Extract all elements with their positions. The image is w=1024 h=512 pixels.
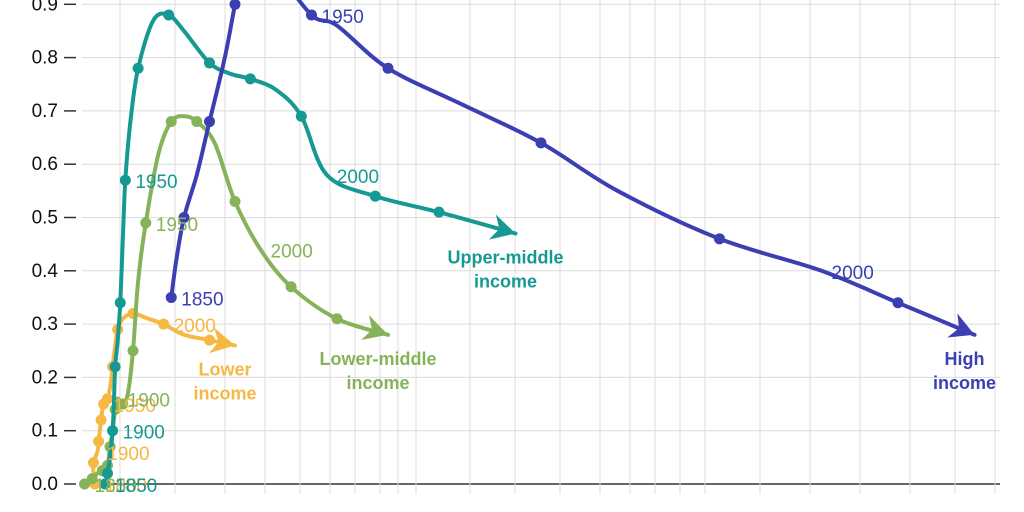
- arrowhead: [208, 327, 235, 354]
- data-point: [306, 9, 317, 21]
- year-label: 1900: [107, 444, 149, 465]
- year-label: 1950: [156, 215, 198, 236]
- data-point: [285, 281, 297, 293]
- year-label: 1950: [135, 172, 177, 193]
- series-line: [169, 0, 977, 337]
- y-tick-label: 0.8: [32, 48, 58, 69]
- series-name-line: income: [933, 373, 996, 393]
- year-label: 1950: [322, 7, 364, 28]
- grid: [82, 0, 1000, 494]
- series-name-line: Lower: [198, 359, 251, 379]
- year-label: 1850: [95, 476, 137, 497]
- data-point: [119, 174, 131, 186]
- data-point: [229, 196, 241, 208]
- data-point: [79, 478, 91, 490]
- data-point: [158, 318, 170, 330]
- data-point: [95, 414, 107, 426]
- data-point: [433, 206, 445, 218]
- year-label: 1850: [115, 476, 157, 497]
- year-label: 1850: [105, 476, 147, 497]
- series-2: [99, 9, 518, 490]
- arrowhead: [361, 315, 388, 340]
- data-point: [369, 190, 381, 202]
- data-point: [204, 334, 215, 346]
- data-point: [107, 425, 119, 437]
- y-tick-label: 0.4: [32, 261, 59, 282]
- series-name-line: income: [474, 271, 537, 291]
- series-name-line: High: [945, 349, 985, 369]
- y-tick-label: 0.2: [32, 367, 58, 388]
- y-tick-label: 0.7: [32, 101, 58, 122]
- year-label: 1900: [123, 423, 165, 444]
- year-label: 2000: [832, 263, 874, 284]
- year-label: 1850: [181, 289, 223, 310]
- data-point: [295, 110, 307, 122]
- series-3: [165, 0, 977, 338]
- data-point: [86, 473, 98, 485]
- series-name-label: Lower-middle income: [319, 349, 436, 393]
- series-name-label: Upper-middle income: [447, 247, 563, 291]
- y-tick-label: 0.0: [32, 474, 58, 495]
- series-name-label: Lower income: [193, 359, 256, 403]
- y-tick-label: 0.3: [32, 314, 58, 335]
- series-name-line: Lower-middle: [319, 349, 436, 369]
- data-point: [127, 345, 139, 357]
- series-name-line: Upper-middle: [447, 247, 563, 267]
- label-group: 1850190019502000Lowerincome1850190019502…: [95, 7, 996, 497]
- data-point: [178, 212, 190, 223]
- arrowhead: [488, 214, 516, 240]
- data-point: [93, 435, 105, 447]
- data-point: [191, 116, 203, 128]
- data-point: [331, 313, 343, 325]
- data-point: [892, 297, 904, 309]
- data-point: [99, 478, 111, 490]
- y-tick-label: 0.5: [32, 208, 58, 229]
- data-point: [535, 137, 547, 149]
- year-label: 2000: [174, 316, 216, 337]
- series-0: [87, 307, 237, 490]
- year-label: 2000: [271, 241, 313, 262]
- data-point: [204, 57, 215, 69]
- data-point: [204, 116, 215, 128]
- data-point: [114, 297, 126, 309]
- data-point: [163, 9, 175, 21]
- y-tick-label: 0.6: [32, 154, 58, 175]
- data-point: [714, 233, 725, 245]
- data-point: [165, 116, 177, 128]
- y-tick-label: 0.1: [32, 421, 58, 442]
- data-point: [102, 467, 113, 479]
- data-point: [87, 457, 99, 469]
- data-point: [132, 62, 144, 74]
- data-point: [117, 398, 129, 410]
- series-name-line: income: [346, 373, 409, 393]
- y-tick-label: 0.9: [32, 0, 58, 15]
- year-label: 2000: [337, 167, 379, 188]
- data-point: [229, 0, 241, 10]
- series-name-line: income: [193, 383, 256, 403]
- data-point: [382, 62, 394, 74]
- y-axis: 0.0 0.1 0.2 0.3 0.4 0.5 0.6 0.7 0.8 0.9: [32, 0, 76, 495]
- year-label: 1950: [114, 396, 156, 417]
- series-group: [79, 0, 977, 490]
- data-point: [165, 291, 177, 303]
- arrowhead: [947, 313, 975, 338]
- data-point: [244, 73, 256, 85]
- data-point: [109, 361, 121, 373]
- year-label: 1900: [128, 391, 170, 412]
- data-point: [102, 393, 113, 405]
- series-name-label: High income: [933, 349, 996, 393]
- data-point: [140, 217, 152, 229]
